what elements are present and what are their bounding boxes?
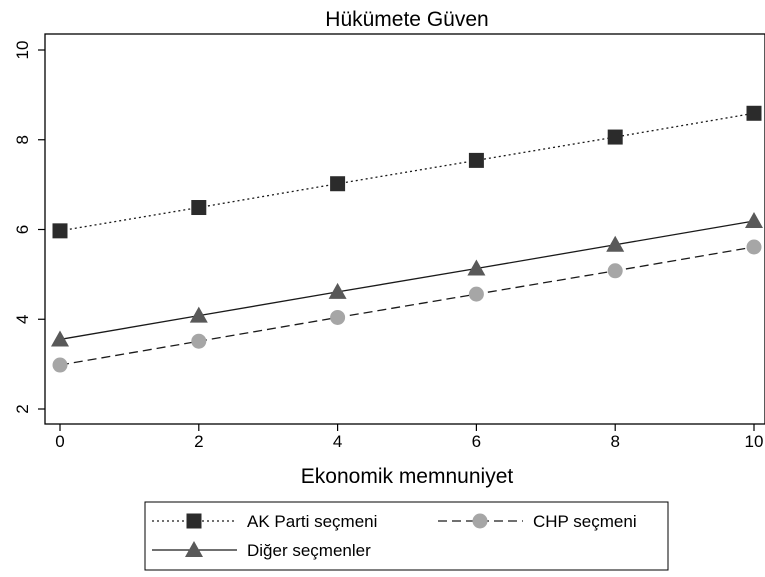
legend: AK Parti seçmeni CHP seçmeni Diğer seçmenl… [152,512,637,560]
series-line [59,220,755,341]
legend-label: CHP seçmeni [533,512,637,531]
data-point [746,105,762,121]
y-axis: 2 4 6 8 10 [13,41,45,414]
x-tick-label: 4 [333,432,342,451]
legend-marker [185,541,203,557]
legend-marker [186,513,202,529]
legend-label: Diğer seçmenler [247,541,371,560]
data-point [52,357,68,373]
data-point [468,286,484,302]
data-point [191,200,207,216]
x-tick-label: 10 [745,432,764,451]
x-axis-title: Ekonomik memnuniyet [301,465,514,488]
series-circle [52,239,762,373]
legend-label: AK Parti seçmeni [247,512,377,531]
series-square [52,105,762,239]
series-line [59,246,755,366]
x-tick-label: 0 [55,432,64,451]
series-triangle [51,211,763,347]
data-point [330,176,346,192]
data-point [745,211,763,228]
data-point [467,259,486,276]
legend-item: AK Parti seçmeni [152,512,377,531]
legend-item: Diğer seçmenler [152,541,371,560]
data-point [607,129,623,145]
data-point [607,263,623,279]
x-tick-label: 8 [610,432,619,451]
data-point [191,333,207,349]
data-point [606,235,625,252]
x-axis: 0 2 4 6 8 10 [55,424,763,451]
x-tick-label: 2 [194,432,203,451]
y-tick-label: 10 [13,41,32,60]
y-tick-label: 8 [13,135,32,144]
data-point [330,309,346,325]
y-tick-label: 2 [13,404,32,413]
y-tick-label: 4 [13,315,32,324]
series-layer [51,105,763,373]
data-point [52,223,68,239]
chart-title: Hükümete Güven [325,8,488,31]
data-point [189,306,208,323]
legend-item: CHP seçmeni [438,512,637,531]
plot-frame [44,33,765,425]
legend-marker [472,513,488,529]
data-point [51,330,69,347]
series-line [59,112,755,232]
x-tick-label: 6 [472,432,481,451]
data-point [468,152,484,168]
data-point [328,282,347,299]
y-tick-label: 6 [13,225,32,234]
legend-box [144,501,669,571]
data-point [746,239,762,255]
